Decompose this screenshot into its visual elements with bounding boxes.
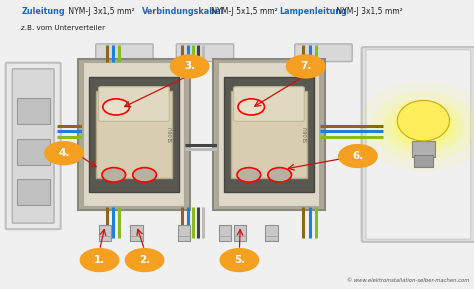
Circle shape [237,168,261,182]
Circle shape [338,144,378,168]
Circle shape [44,141,84,165]
Bar [17,98,50,124]
Text: 5.: 5. [234,255,245,265]
Text: S106U: S106U [168,126,173,142]
Circle shape [80,248,119,272]
Bar [130,225,143,241]
Text: © www.elektroinstallation-selber-machen.com: © www.elektroinstallation-selber-machen.… [347,278,469,283]
FancyBboxPatch shape [295,44,352,62]
Ellipse shape [371,91,474,161]
Bar [99,225,111,241]
Bar [17,139,50,165]
Ellipse shape [383,99,464,153]
Text: Verbindungskabel: Verbindungskabel [142,7,225,16]
Text: 4.: 4. [58,148,70,158]
Circle shape [286,54,326,79]
Bar [414,155,433,167]
Text: NYM-J 3x1,5 mm²: NYM-J 3x1,5 mm² [334,7,403,16]
Text: z.B. vom Unterverteiler: z.B. vom Unterverteiler [21,25,105,31]
Circle shape [268,168,292,182]
Bar [78,59,190,210]
Bar [96,91,172,178]
Circle shape [102,168,126,182]
Circle shape [170,54,210,79]
Circle shape [219,248,259,272]
Bar [234,225,246,241]
Bar [17,179,50,205]
FancyBboxPatch shape [366,50,471,239]
Circle shape [125,248,164,272]
FancyBboxPatch shape [362,47,474,242]
Bar [411,141,435,157]
FancyBboxPatch shape [12,69,54,223]
Bar [231,91,307,178]
Circle shape [133,168,156,182]
Bar [83,62,185,207]
Text: Zuleitung: Zuleitung [21,7,65,16]
Text: 3.: 3. [184,62,195,71]
Polygon shape [397,101,449,141]
FancyBboxPatch shape [6,63,61,229]
FancyBboxPatch shape [234,87,304,121]
Text: Lampenleitung: Lampenleitung [280,7,347,16]
FancyBboxPatch shape [96,44,153,62]
Ellipse shape [392,106,454,147]
Bar [219,225,231,241]
Text: 7.: 7. [300,62,311,71]
Bar [265,225,278,241]
Bar [224,77,314,192]
Text: NYM-J 5x1,5 mm²: NYM-J 5x1,5 mm² [209,7,277,16]
Text: NYM-J 3x1,5 mm²: NYM-J 3x1,5 mm² [66,7,135,16]
Bar [178,225,190,241]
Bar [89,77,179,192]
Circle shape [238,99,264,115]
Bar [213,59,325,210]
Text: 1.: 1. [94,255,105,265]
FancyBboxPatch shape [99,87,169,121]
Ellipse shape [357,82,474,171]
Circle shape [103,99,129,115]
Bar [218,62,320,207]
Text: 6.: 6. [352,151,364,161]
FancyBboxPatch shape [176,44,234,62]
Text: 2.: 2. [139,255,150,265]
Text: S106U: S106U [303,126,308,142]
